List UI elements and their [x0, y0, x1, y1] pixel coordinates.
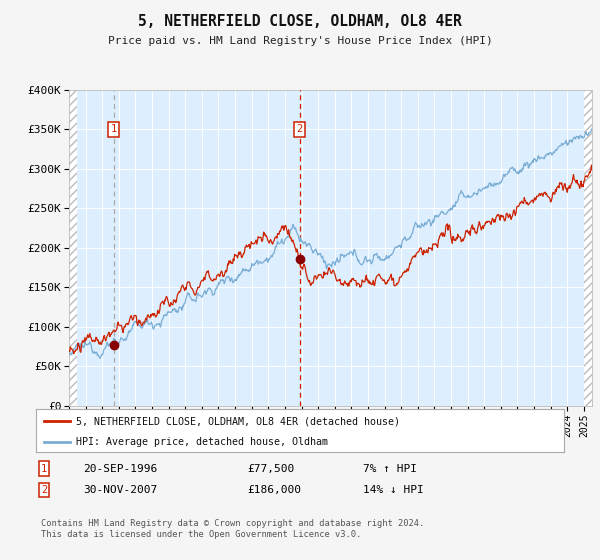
Text: 30-NOV-2007: 30-NOV-2007 — [83, 485, 158, 495]
Text: 5, NETHERFIELD CLOSE, OLDHAM, OL8 4ER: 5, NETHERFIELD CLOSE, OLDHAM, OL8 4ER — [138, 14, 462, 29]
Bar — [584, 90, 592, 406]
Text: HPI: Average price, detached house, Oldham: HPI: Average price, detached house, Oldh… — [76, 437, 328, 446]
Text: Price paid vs. HM Land Registry's House Price Index (HPI): Price paid vs. HM Land Registry's House … — [107, 36, 493, 46]
Text: 14% ↓ HPI: 14% ↓ HPI — [364, 485, 424, 495]
Text: 1: 1 — [41, 464, 47, 474]
Text: 2: 2 — [41, 485, 47, 495]
Text: £186,000: £186,000 — [247, 485, 301, 495]
Text: 5, NETHERFIELD CLOSE, OLDHAM, OL8 4ER (detached house): 5, NETHERFIELD CLOSE, OLDHAM, OL8 4ER (d… — [76, 416, 400, 426]
Bar — [69, 90, 77, 406]
Text: Contains HM Land Registry data © Crown copyright and database right 2024.
This d: Contains HM Land Registry data © Crown c… — [41, 519, 425, 539]
Text: 20-SEP-1996: 20-SEP-1996 — [83, 464, 158, 474]
Text: £77,500: £77,500 — [247, 464, 295, 474]
Text: 7% ↑ HPI: 7% ↑ HPI — [364, 464, 418, 474]
Text: 2: 2 — [296, 124, 302, 134]
Text: 1: 1 — [110, 124, 116, 134]
